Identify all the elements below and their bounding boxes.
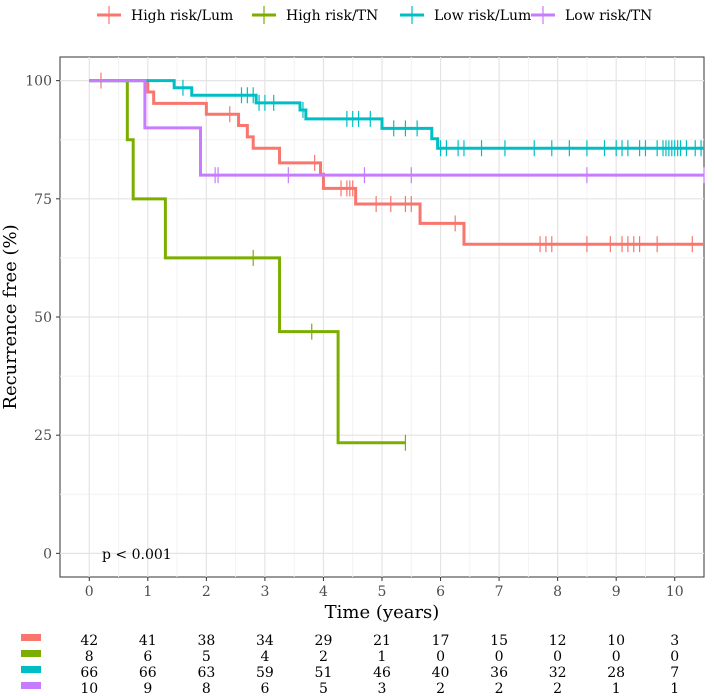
risk-table-cell: 0 bbox=[670, 649, 679, 665]
risk-table-cell: 41 bbox=[139, 633, 157, 649]
risk-table-cell: 2 bbox=[495, 681, 504, 696]
risk-table-cell: 40 bbox=[432, 665, 450, 681]
risk-table: 42 41 38 34 29 21 17 15 12 10 38 6 5 4 2 1 0 0 0 0 066 66 63 59… bbox=[21, 633, 679, 696]
y-tick-label: 25 bbox=[34, 428, 52, 444]
risk-table-cell: 51 bbox=[315, 665, 333, 681]
risk-table-key bbox=[21, 650, 41, 657]
risk-table-cell: 2 bbox=[319, 649, 328, 665]
legend-label: Low risk/Lum bbox=[434, 8, 531, 24]
risk-table-cell: 5 bbox=[319, 681, 328, 696]
legend-label: High risk/TN bbox=[286, 8, 378, 24]
x-tick-label: 6 bbox=[436, 584, 445, 600]
y-tick-label: 100 bbox=[25, 74, 52, 90]
y-tick-label: 50 bbox=[34, 310, 52, 326]
risk-table-cell: 42 bbox=[80, 633, 98, 649]
risk-table-cell: 0 bbox=[612, 649, 621, 665]
risk-table-cell: 2 bbox=[553, 681, 562, 696]
x-tick-label: 2 bbox=[202, 584, 211, 600]
risk-table-cell: 34 bbox=[256, 633, 274, 649]
legend: High risk/Lum High risk/TN Low risk/Lum Low… bbox=[97, 6, 652, 24]
x-tick-label: 8 bbox=[553, 584, 562, 600]
x-tick-label: 4 bbox=[319, 584, 328, 600]
risk-table-cell: 10 bbox=[607, 633, 625, 649]
risk-table-cell: 8 bbox=[202, 681, 211, 696]
y-tick-label: 0 bbox=[43, 546, 52, 562]
risk-table-cell: 1 bbox=[378, 649, 387, 665]
risk-table-cell: 5 bbox=[202, 649, 211, 665]
risk-table-cell: 29 bbox=[315, 633, 333, 649]
risk-table-cell: 3 bbox=[670, 633, 679, 649]
series-layer bbox=[89, 72, 705, 451]
risk-table-cell: 12 bbox=[549, 633, 567, 649]
risk-table-cell: 1 bbox=[670, 681, 679, 696]
x-axis-title: Time (years) bbox=[325, 602, 440, 623]
risk-table-cell: 0 bbox=[436, 649, 445, 665]
risk-table-cell: 66 bbox=[80, 665, 98, 681]
legend-label: Low risk/TN bbox=[565, 8, 652, 24]
x-tick-label: 3 bbox=[260, 584, 269, 600]
survival-curve bbox=[89, 79, 704, 246]
x-tick-label: 7 bbox=[495, 584, 504, 600]
p-value-annotation: p < 0.001 bbox=[102, 547, 172, 563]
series-low-risk-tn bbox=[89, 79, 705, 184]
risk-table-cell: 21 bbox=[373, 633, 391, 649]
risk-table-cell: 9 bbox=[143, 681, 152, 696]
risk-table-cell: 7 bbox=[670, 665, 679, 681]
risk-table-cell: 38 bbox=[197, 633, 215, 649]
series-high-risk-lum bbox=[89, 72, 704, 253]
risk-table-cell: 4 bbox=[260, 649, 269, 665]
survival-curve bbox=[89, 79, 704, 177]
series-high-risk-tn bbox=[89, 79, 407, 451]
risk-table-cell: 63 bbox=[197, 665, 215, 681]
series-low-risk-lum bbox=[89, 79, 704, 157]
risk-table-cell: 15 bbox=[490, 633, 508, 649]
x-tick-label: 10 bbox=[666, 584, 684, 600]
risk-table-cell: 6 bbox=[143, 649, 152, 665]
x-tick-label: 5 bbox=[378, 584, 387, 600]
y-axis-title: Recurrence free (%) bbox=[0, 224, 21, 409]
risk-table-cell: 0 bbox=[553, 649, 562, 665]
risk-table-key bbox=[21, 682, 41, 689]
risk-table-cell: 28 bbox=[607, 665, 625, 681]
x-tick-label: 0 bbox=[85, 584, 94, 600]
risk-table-cell: 59 bbox=[256, 665, 274, 681]
risk-table-cell: 36 bbox=[490, 665, 508, 681]
legend-label: High risk/Lum bbox=[131, 8, 233, 24]
risk-table-cell: 32 bbox=[549, 665, 567, 681]
risk-table-cell: 8 bbox=[85, 649, 94, 665]
risk-table-cell: 2 bbox=[436, 681, 445, 696]
x-tick-label: 9 bbox=[612, 584, 621, 600]
risk-table-cell: 0 bbox=[495, 649, 504, 665]
risk-table-cell: 3 bbox=[378, 681, 387, 696]
risk-table-key bbox=[21, 666, 41, 673]
risk-table-cell: 17 bbox=[432, 633, 450, 649]
survival-curve bbox=[89, 79, 406, 445]
risk-table-cell: 6 bbox=[260, 681, 269, 696]
x-tick-label: 1 bbox=[143, 584, 152, 600]
risk-table-cell: 1 bbox=[612, 681, 621, 696]
risk-table-cell: 66 bbox=[139, 665, 157, 681]
risk-table-cell: 46 bbox=[373, 665, 391, 681]
risk-table-cell: 10 bbox=[80, 681, 98, 696]
risk-table-key bbox=[21, 634, 41, 641]
y-tick-label: 75 bbox=[34, 192, 52, 208]
